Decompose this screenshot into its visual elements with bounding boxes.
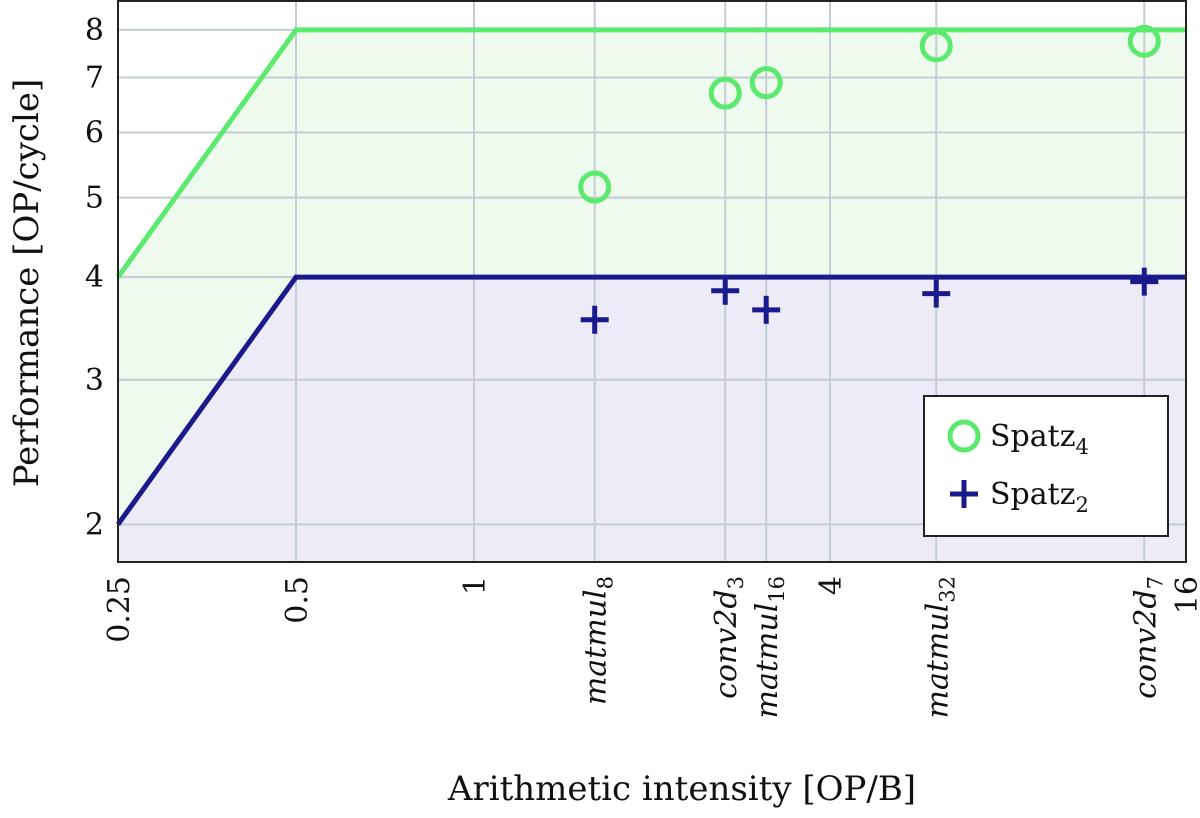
x-tick-label: matmul32 bbox=[920, 576, 959, 719]
x-tick-label: matmul8 bbox=[579, 576, 618, 705]
roofline-2 bbox=[115, 274, 1186, 526]
y-tick-labels: 2 3 4 5 6 7 8 bbox=[85, 13, 104, 542]
x-tick-label: 1 bbox=[458, 576, 493, 595]
circle-point bbox=[749, 66, 783, 100]
roofline-fills bbox=[118, 29, 1186, 563]
x-tick-label: 0.25 bbox=[102, 576, 137, 643]
plus-point bbox=[711, 276, 740, 305]
plus-point bbox=[1130, 267, 1159, 296]
y-tick-label: 5 bbox=[85, 181, 104, 216]
y-axis-label: Performance [OP/cycle] bbox=[7, 79, 47, 487]
roofline-lines bbox=[115, 27, 1186, 526]
x-tick-label: conv2d7 bbox=[1128, 576, 1167, 699]
y-tick-label: 2 bbox=[85, 507, 104, 542]
circle-point bbox=[1127, 24, 1161, 58]
legend-marker-2 bbox=[950, 480, 978, 508]
x-tick-label: 4 bbox=[814, 576, 849, 595]
y-tick-label: 6 bbox=[85, 116, 104, 151]
plus-point bbox=[580, 305, 609, 334]
circle-point bbox=[708, 76, 742, 110]
roofline-fill-2 bbox=[118, 277, 1186, 562]
y-tick-label: 3 bbox=[85, 363, 104, 398]
x-tick-label: 16 bbox=[1170, 576, 1200, 614]
x-tick-label: matmul16 bbox=[750, 576, 789, 719]
y-tick-label: 8 bbox=[85, 13, 104, 48]
x-tick-label: conv2d3 bbox=[709, 576, 748, 699]
legend-label: Spatz4 bbox=[990, 419, 1089, 459]
legend-marker-1 bbox=[947, 419, 981, 453]
roofline-1 bbox=[115, 27, 1186, 279]
plus-point bbox=[922, 279, 951, 308]
x-tick-label: 0.5 bbox=[280, 576, 315, 624]
legend: Spatz4 Spatz2 bbox=[923, 395, 1169, 537]
plus-point bbox=[752, 295, 781, 324]
circle-point bbox=[919, 29, 953, 63]
x-axis-label: Arithmetic intensity [OP/B] bbox=[447, 769, 916, 809]
y-tick-label: 4 bbox=[85, 260, 104, 295]
legend-box bbox=[923, 395, 1169, 537]
y-tick-label: 7 bbox=[85, 61, 104, 96]
circle-point bbox=[578, 170, 612, 204]
data-points bbox=[578, 24, 1161, 334]
legend-label: Spatz2 bbox=[990, 477, 1089, 517]
plot-frame bbox=[117, 0, 1187, 563]
